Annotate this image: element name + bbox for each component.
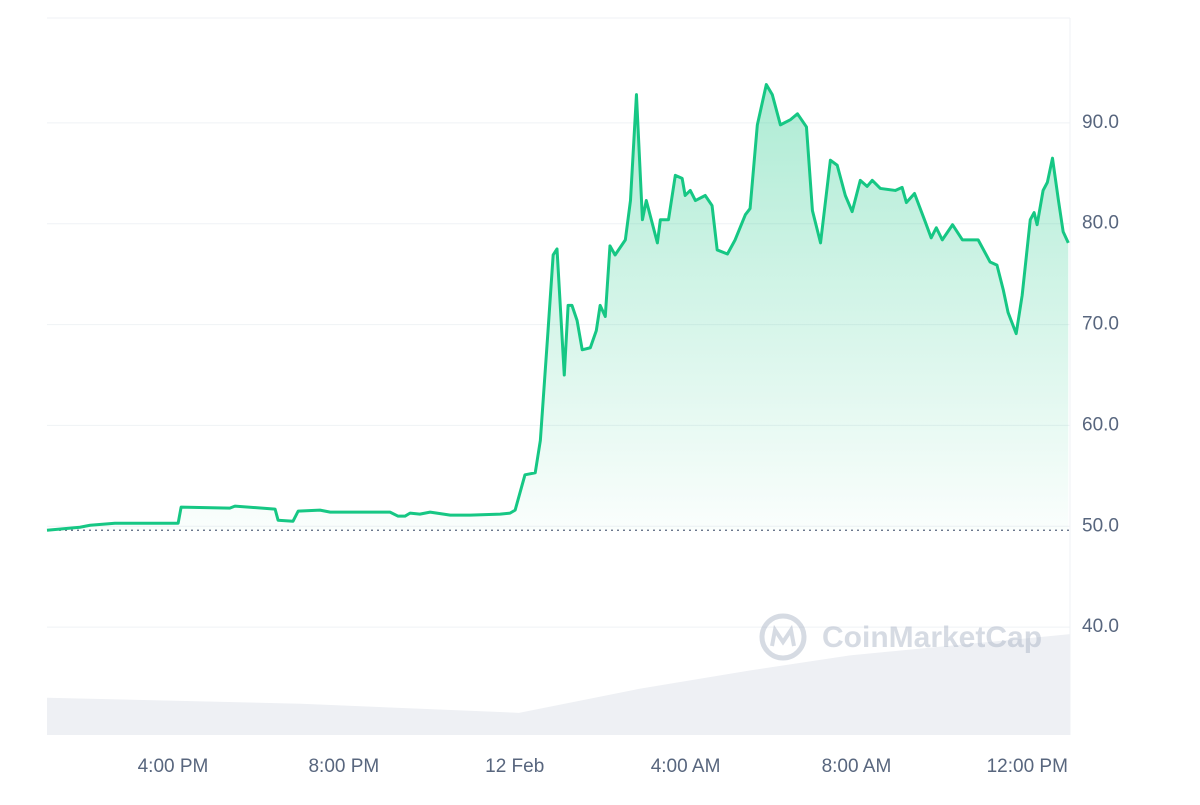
price-line [46, 83, 1070, 532]
x-tick-label: 12 Feb [485, 756, 544, 777]
watermark: CoinMarketCap [759, 613, 1042, 661]
y-tick-label: 40.0 [1082, 616, 1119, 637]
watermark-text: CoinMarketCap [822, 621, 1042, 654]
y-tick-label: 70.0 [1082, 314, 1119, 335]
y-tick-label: 90.0 [1082, 112, 1119, 133]
volume-area [47, 634, 1070, 735]
x-tick-label: 4:00 PM [138, 756, 209, 777]
x-tick-label: 8:00 PM [308, 756, 379, 777]
x-tick-label: 8:00 AM [822, 756, 892, 777]
y-tick-label: 50.0 [1082, 515, 1119, 536]
y-tick-label: 60.0 [1082, 414, 1119, 435]
x-tick-label: 12:00 PM [987, 756, 1068, 777]
x-tick-label: 4:00 AM [651, 756, 721, 777]
price-area [47, 84, 1069, 531]
y-tick-label: 80.0 [1082, 213, 1119, 234]
